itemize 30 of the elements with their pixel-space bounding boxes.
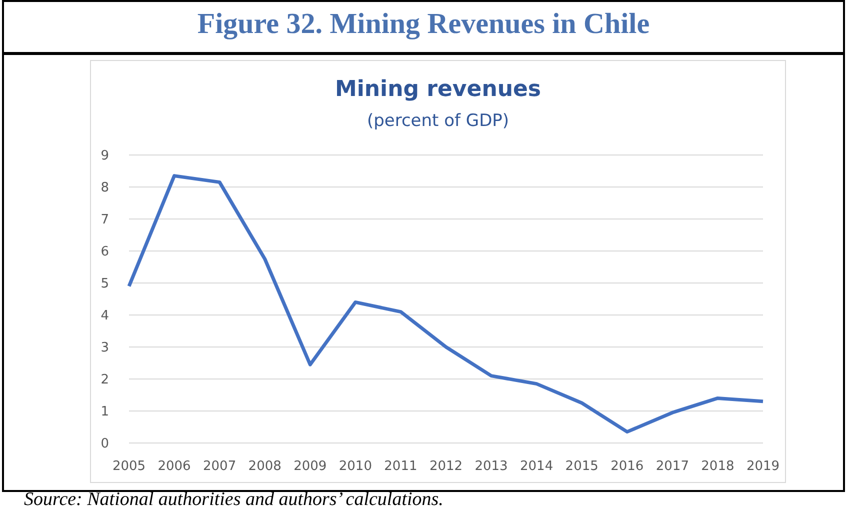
x-tick-label: 2007 [203,459,236,474]
x-tick-label: 2005 [112,459,146,474]
x-tick-label: 2017 [656,459,689,474]
x-tick-label: 2012 [429,459,463,474]
y-tick-label: 2 [100,372,109,388]
y-tick-label: 1 [100,404,109,420]
x-tick-label: 2018 [701,459,734,474]
x-tick-label: 2014 [520,459,554,474]
x-tick-label: 2019 [746,459,780,474]
y-tick-label: 4 [100,308,109,324]
chart-title: Mining revenues [334,77,542,102]
y-tick-label: 8 [100,180,109,196]
x-tick-label: 2011 [384,459,418,474]
y-tick-label: 5 [100,276,109,292]
x-tick-label: 2006 [158,459,191,474]
x-tick-label: 2010 [338,459,372,474]
caption: Figure 32. Mining Revenues in Chile [196,8,651,41]
x-tick-label: 2013 [474,459,508,474]
x-tick-label: 2015 [565,459,598,474]
y-tick-label: 6 [100,244,109,260]
y-tick-label: 7 [100,212,109,228]
x-tick-label: 2008 [248,459,282,474]
source-note: Source: National authorities and authors’ calculations. [24,489,444,511]
x-tick-label: 2016 [610,459,644,474]
y-tick-label: 9 [100,148,109,164]
line-series [127,174,765,434]
y-tick-label: 0 [100,436,109,452]
y-tick-label: 3 [100,340,109,356]
chart-subtitle: (percent of GDP) [366,111,510,131]
x-tick-label: 2009 [294,459,327,474]
